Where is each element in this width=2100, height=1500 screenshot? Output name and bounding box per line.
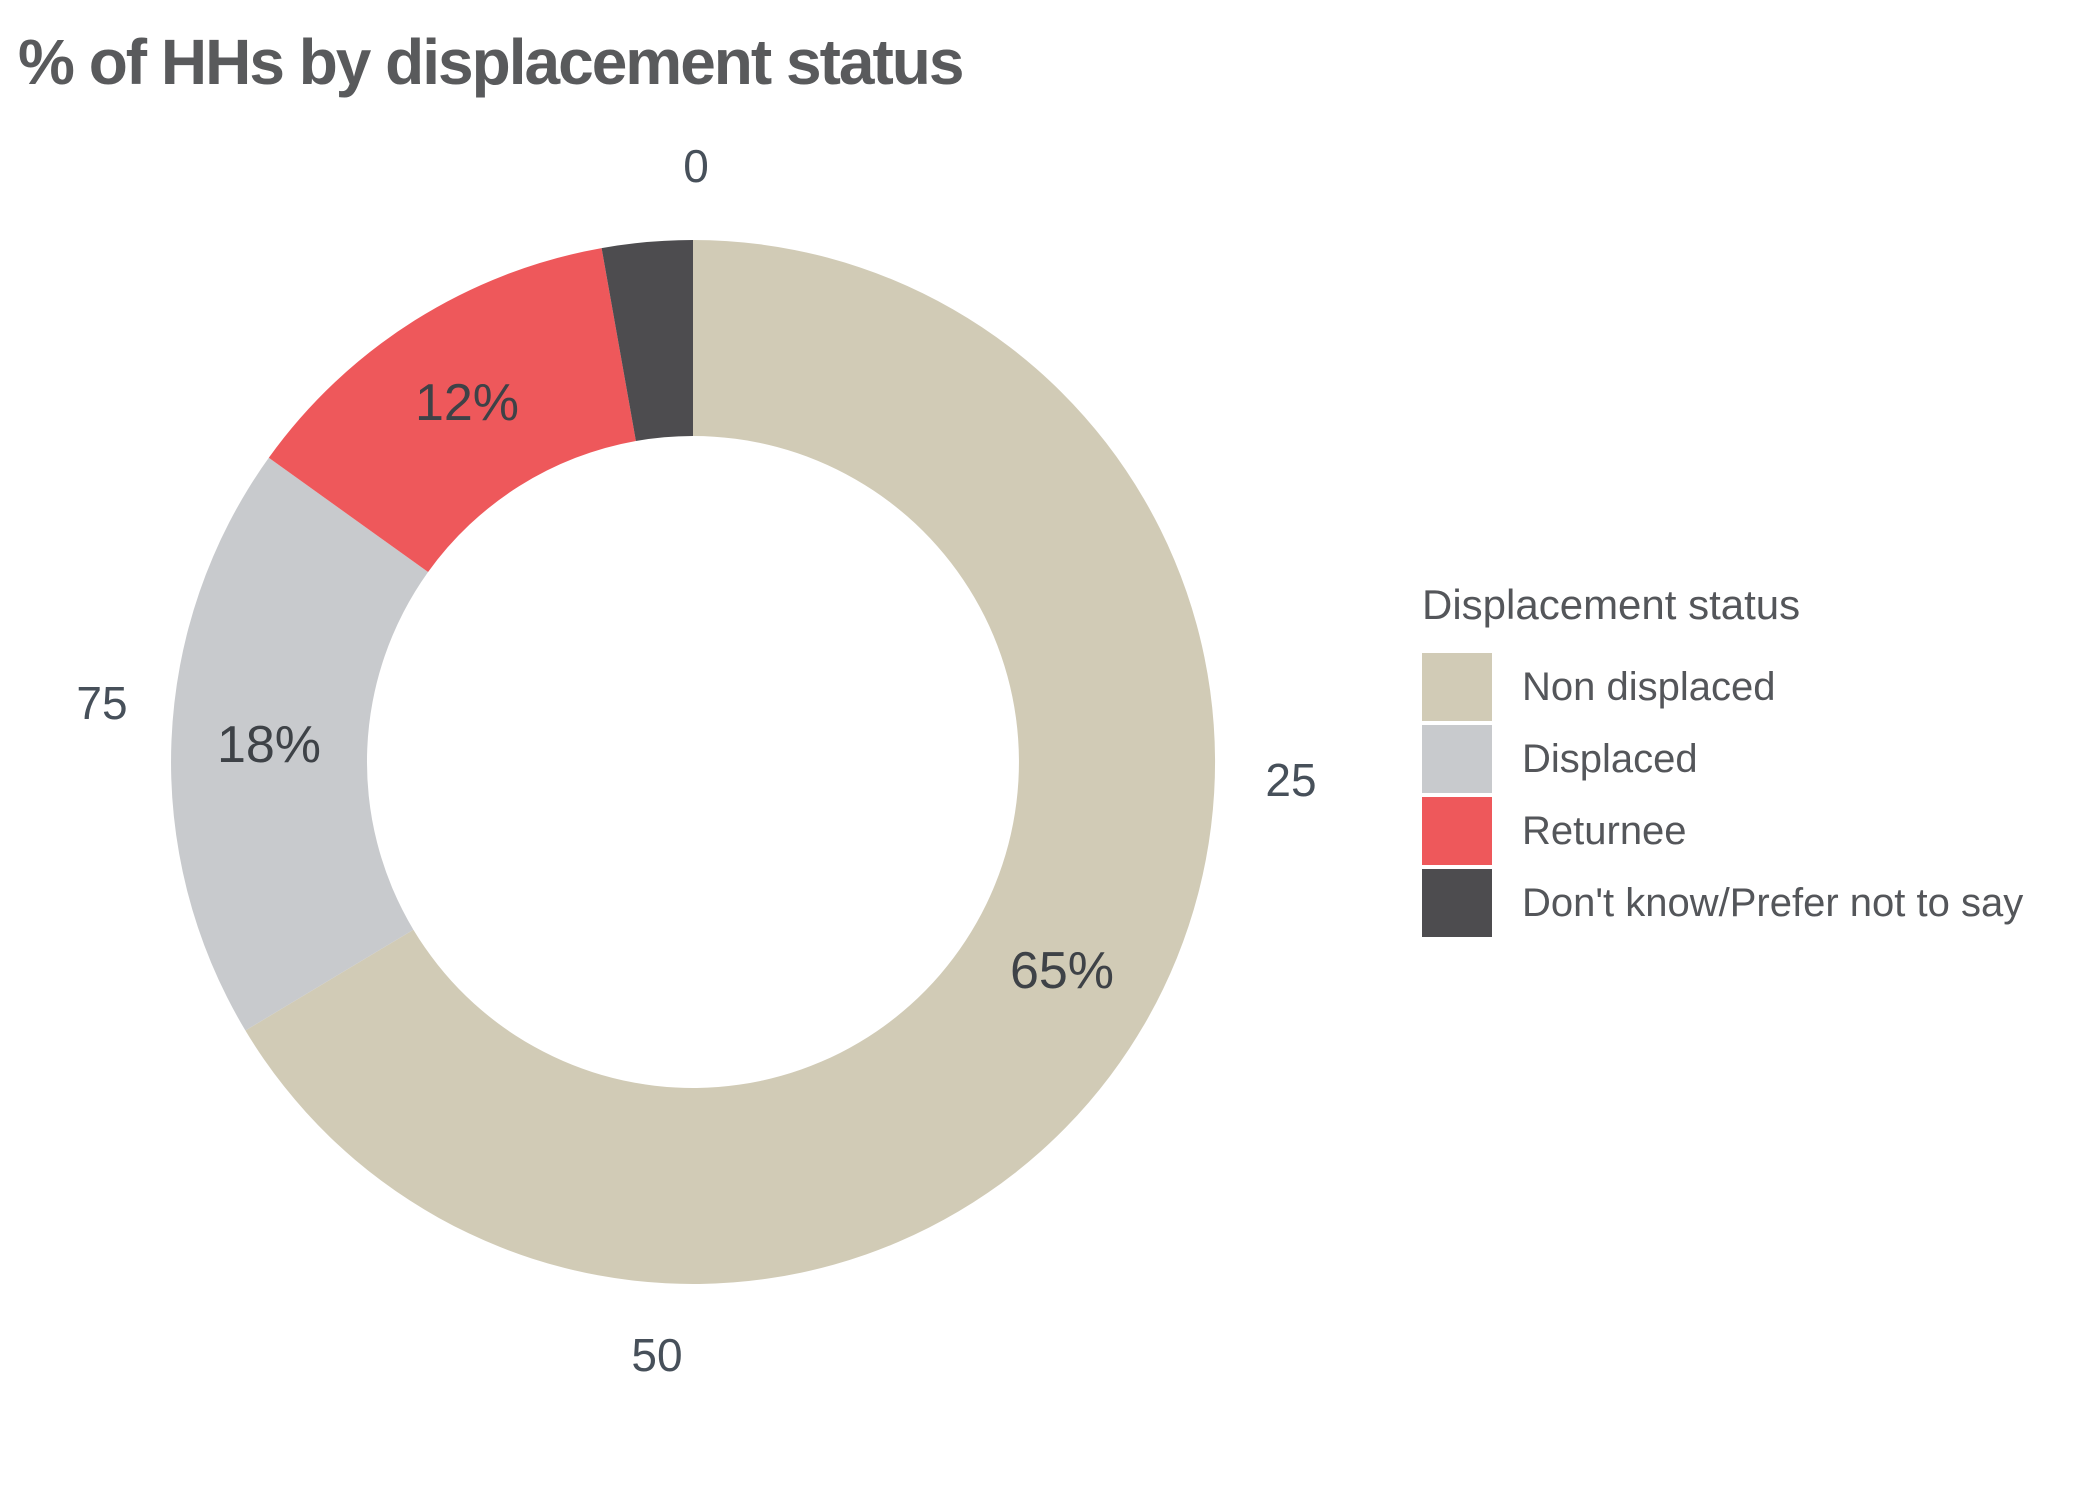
- axis-tick-25: 25: [1265, 754, 1317, 806]
- legend-label-displaced: Displaced: [1522, 736, 1698, 781]
- axis-tick-75: 75: [76, 677, 128, 729]
- legend-item-returnee: Returnee: [1422, 797, 2023, 865]
- legend-label-don-t-know-prefer-not-to-say: Don't know/Prefer not to say: [1522, 880, 2024, 925]
- legend-title: Displacement status: [1422, 581, 1801, 628]
- axis-tick-50: 50: [631, 1329, 683, 1381]
- legend-item-non-displaced: Non displaced: [1422, 653, 2023, 721]
- legend-items: Non displaced Displaced Returnee Don't know…: [1422, 653, 2023, 937]
- slice-displaced: [171, 457, 429, 1031]
- legend: Displacement status Non displaced Displac…: [1422, 583, 2023, 941]
- legend-swatch-displaced: [1422, 725, 1492, 793]
- legend-label-non-displaced: Non displaced: [1522, 664, 1776, 709]
- legend-swatch-returnee: [1422, 797, 1492, 865]
- slice-non-displaced: [245, 240, 1216, 1285]
- chart-title: % of HHs by displacement status: [18, 26, 964, 98]
- slice-returnee: [268, 248, 636, 572]
- slice-label-non-displaced: 65%: [1009, 942, 1115, 1000]
- slice-don-t-know-prefer-not-to-say: [601, 240, 693, 441]
- legend-swatch-non-displaced: [1422, 653, 1492, 721]
- legend-item-don-t-know-prefer-not-to-say: Don't know/Prefer not to say: [1422, 869, 2023, 937]
- legend-item-displaced: Displaced: [1422, 725, 2023, 793]
- legend-label-returnee: Returnee: [1522, 808, 1687, 853]
- axis-tick-0: 0: [683, 140, 709, 192]
- legend-swatch-don-t-know-prefer-not-to-say: [1422, 869, 1492, 937]
- slice-label-returnee: 12%: [414, 374, 520, 432]
- slice-label-displaced: 18%: [216, 716, 322, 774]
